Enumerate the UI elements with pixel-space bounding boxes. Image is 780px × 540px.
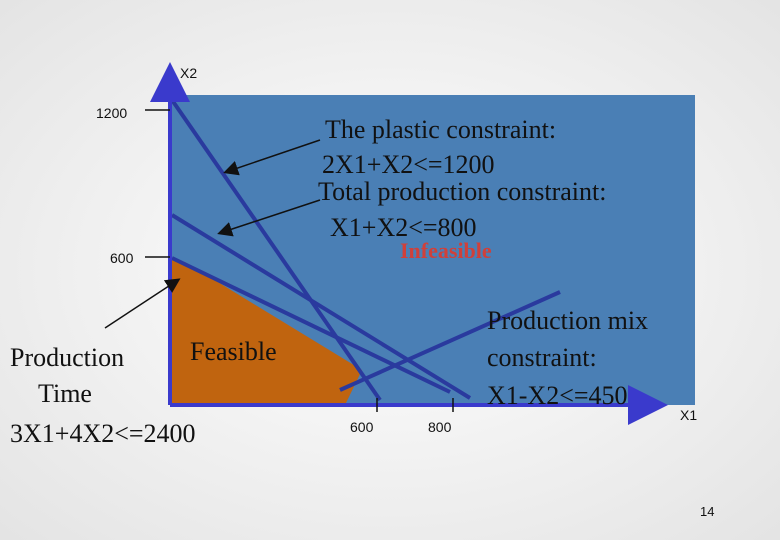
- x-tick-label: 800: [428, 419, 452, 435]
- annotation: Production mix: [487, 306, 648, 335]
- annotation: X1+X2<=800: [330, 213, 477, 242]
- arrow: [223, 139, 321, 176]
- arrow: [217, 199, 321, 237]
- arrow: [104, 278, 181, 329]
- ticks: [145, 109, 454, 412]
- x-axis-label: X1: [680, 407, 697, 423]
- annotation: X1-X2<=450: [487, 381, 628, 410]
- axes: [150, 62, 668, 425]
- annotation: 2X1+X2<=1200: [322, 150, 495, 179]
- y-tick-label: 1200: [96, 105, 127, 121]
- y-tick-label: 600: [110, 250, 134, 266]
- annotation: Total production constraint:: [318, 177, 606, 206]
- annotation: The plastic constraint:: [325, 115, 556, 144]
- y-axis-label: X2: [180, 65, 197, 81]
- infeasible-label: Infeasible: [400, 238, 492, 263]
- feasible-region: [170, 260, 362, 405]
- constraint-lines: [170, 98, 561, 402]
- time-line: [171, 256, 451, 394]
- annotation: 3X1+4X2<=2400: [10, 419, 196, 448]
- page-number: 14: [700, 504, 714, 519]
- total-line: [170, 213, 472, 400]
- x-tick-label: 600: [350, 419, 374, 435]
- pointer-arrows: [104, 139, 321, 329]
- annotation: Production: [10, 343, 124, 372]
- annotation: Time: [38, 379, 92, 408]
- plastic-line: [170, 98, 382, 402]
- annotation: constraint:: [487, 343, 597, 372]
- mix-line: [339, 290, 561, 392]
- feasible-label: Feasible: [190, 337, 277, 366]
